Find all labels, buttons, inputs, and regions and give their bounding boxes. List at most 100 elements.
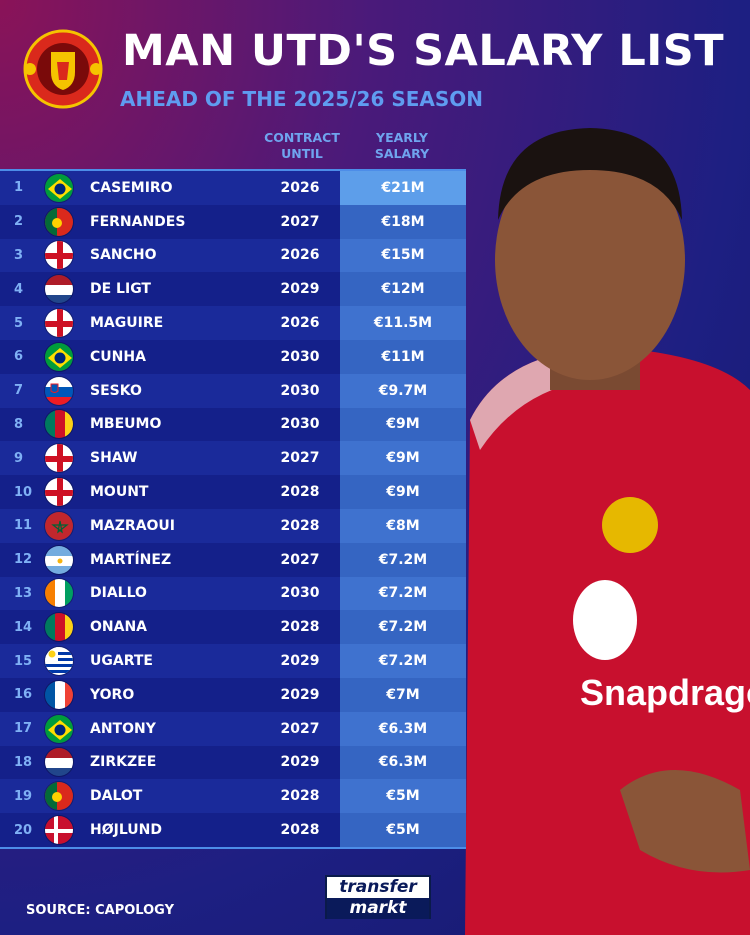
player-name: SESKO bbox=[90, 382, 142, 399]
brazil-flag-icon bbox=[44, 713, 74, 744]
player-name: MOUNT bbox=[90, 484, 149, 501]
slovenia-flag-icon bbox=[44, 375, 74, 406]
contract-until: 2029 bbox=[280, 754, 320, 771]
yearly-salary: €5M bbox=[340, 813, 466, 847]
contract-until: 2029 bbox=[280, 281, 320, 298]
yearly-salary: €7.2M bbox=[340, 576, 466, 611]
cameroon-flag-icon bbox=[44, 612, 74, 643]
player-name: DALOT bbox=[90, 788, 143, 805]
player-name: MAGUIRE bbox=[90, 315, 164, 332]
rank: 20 bbox=[14, 822, 33, 838]
contract-until: 2030 bbox=[280, 416, 320, 433]
player-name: ANTONY bbox=[90, 720, 156, 737]
morocco-flag-icon bbox=[44, 510, 74, 541]
table-row: 5 MAGUIRE 2026 €11.5M bbox=[0, 306, 466, 340]
player-name: SANCHO bbox=[90, 247, 157, 264]
rank: 15 bbox=[14, 653, 33, 669]
yearly-salary: €9.7M bbox=[340, 373, 466, 408]
table-row: 2 FERNANDES 2027 €18M bbox=[0, 204, 466, 239]
player-name: MBEUMO bbox=[90, 416, 162, 433]
contract-until: 2030 bbox=[280, 382, 320, 399]
player-name: UGARTE bbox=[90, 653, 153, 670]
player-name: DIALLO bbox=[90, 585, 147, 602]
contract-column-header: CONTRACT UNTIL bbox=[262, 130, 342, 162]
table-row: 6 CUNHA 2030 €11M bbox=[0, 339, 466, 374]
header-line: UNTIL bbox=[281, 146, 323, 161]
contract-until: 2030 bbox=[280, 585, 320, 602]
brazil-flag-icon bbox=[44, 172, 74, 203]
contract-until: 2028 bbox=[280, 822, 320, 839]
rank: 14 bbox=[14, 619, 33, 635]
brazil-flag-icon bbox=[44, 341, 74, 372]
argentina-flag-icon bbox=[44, 544, 74, 575]
table-row: 19 DALOT 2028 €5M bbox=[0, 779, 466, 814]
table-row: 4 DE LIGT 2029 €12M bbox=[0, 272, 466, 307]
table-row: 12 MARTÍNEZ 2027 €7.2M bbox=[0, 542, 466, 577]
player-name: YORO bbox=[90, 686, 135, 703]
ivory-coast-flag-icon bbox=[44, 578, 74, 609]
france-flag-icon bbox=[44, 679, 74, 710]
rank: 6 bbox=[14, 349, 24, 365]
contract-until: 2027 bbox=[280, 450, 320, 467]
table-row: 16 YORO 2029 €7M bbox=[0, 677, 466, 712]
table-row: 15 UGARTE 2029 €7.2M bbox=[0, 644, 466, 678]
rank: 7 bbox=[14, 383, 24, 399]
page-title: MAN UTD'S SALARY LIST bbox=[122, 26, 725, 76]
player-name: FERNANDES bbox=[90, 213, 186, 230]
portugal-flag-icon bbox=[44, 206, 74, 237]
netherlands-flag-icon bbox=[44, 274, 74, 305]
transfermarkt-logo: transfer markt bbox=[325, 875, 431, 919]
yearly-salary: €7.2M bbox=[340, 610, 466, 645]
contract-until: 2026 bbox=[280, 179, 320, 196]
denmark-flag-icon bbox=[44, 815, 74, 846]
netherlands-flag-icon bbox=[44, 747, 74, 778]
contract-until: 2029 bbox=[280, 653, 320, 670]
table-row: 9 SHAW 2027 €9M bbox=[0, 441, 466, 476]
yearly-salary: €9M bbox=[340, 475, 466, 509]
table-row: 10 MOUNT 2028 €9M bbox=[0, 475, 466, 509]
brand-line-1: transfer bbox=[339, 877, 417, 897]
england-flag-icon bbox=[44, 443, 74, 474]
player-name: ONANA bbox=[90, 619, 148, 636]
table-row: 1 CASEMIRO 2026 €21M bbox=[0, 171, 466, 205]
player-name: CASEMIRO bbox=[90, 179, 173, 196]
table-row: 14 ONANA 2028 €7.2M bbox=[0, 610, 466, 645]
rank: 5 bbox=[14, 315, 24, 331]
contract-until: 2026 bbox=[280, 247, 320, 264]
table-row: 8 MBEUMO 2030 €9M bbox=[0, 407, 466, 442]
yearly-salary: €7.2M bbox=[340, 542, 466, 577]
player-name: HØJLUND bbox=[90, 822, 162, 839]
player-name: DE LIGT bbox=[90, 281, 151, 298]
yearly-salary: €11.5M bbox=[340, 306, 466, 340]
table-row: 17 ANTONY 2027 €6.3M bbox=[0, 711, 466, 746]
england-flag-icon bbox=[44, 308, 74, 339]
rank: 4 bbox=[14, 281, 24, 297]
man-utd-crest-logo bbox=[23, 29, 103, 109]
table-row: 13 DIALLO 2030 €7.2M bbox=[0, 576, 466, 611]
contract-until: 2028 bbox=[280, 484, 320, 501]
yearly-salary: €6.3M bbox=[340, 745, 466, 780]
yearly-salary: €5M bbox=[340, 779, 466, 814]
table-row: 18 ZIRKZEE 2029 €6.3M bbox=[0, 745, 466, 780]
rank: 1 bbox=[14, 180, 24, 196]
yearly-salary: €9M bbox=[340, 441, 466, 476]
rank: 17 bbox=[14, 721, 33, 737]
rank: 3 bbox=[14, 247, 24, 263]
yearly-salary: €7M bbox=[340, 677, 466, 712]
portugal-flag-icon bbox=[44, 781, 74, 812]
england-flag-icon bbox=[44, 240, 74, 271]
player-name: ZIRKZEE bbox=[90, 754, 157, 771]
rank: 10 bbox=[14, 484, 33, 500]
table-row: 7 SESKO 2030 €9.7M bbox=[0, 373, 466, 408]
header-line: CONTRACT bbox=[264, 130, 340, 145]
contract-until: 2030 bbox=[280, 348, 320, 365]
contract-until: 2027 bbox=[280, 551, 320, 568]
rank: 9 bbox=[14, 450, 24, 466]
salary-table: 1 CASEMIRO 2026 €21M 2 FERNANDES 2027 €18… bbox=[0, 169, 466, 849]
rank: 8 bbox=[14, 416, 24, 432]
contract-until: 2028 bbox=[280, 517, 320, 534]
contract-until: 2027 bbox=[280, 720, 320, 737]
rank: 16 bbox=[14, 687, 33, 703]
rank: 13 bbox=[14, 585, 33, 601]
